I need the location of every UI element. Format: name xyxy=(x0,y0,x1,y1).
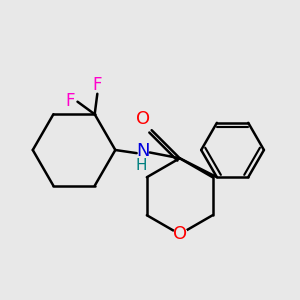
Text: O: O xyxy=(173,225,187,243)
Text: N: N xyxy=(136,142,149,160)
Text: F: F xyxy=(93,76,102,94)
Text: O: O xyxy=(136,110,151,128)
Text: H: H xyxy=(135,158,147,172)
Text: F: F xyxy=(65,92,75,110)
